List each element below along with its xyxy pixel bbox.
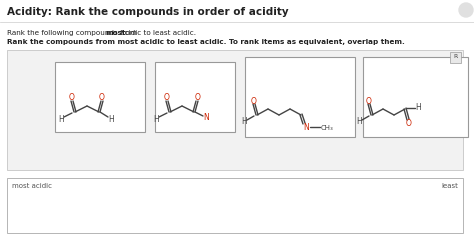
Text: O: O <box>69 94 75 102</box>
FancyBboxPatch shape <box>55 62 145 132</box>
Text: H: H <box>415 103 421 113</box>
FancyBboxPatch shape <box>450 52 462 62</box>
FancyBboxPatch shape <box>7 178 463 233</box>
Text: H: H <box>108 114 114 123</box>
Text: Acidity: Rank the compounds in order of acidity: Acidity: Rank the compounds in order of … <box>7 7 289 17</box>
Text: H: H <box>153 114 159 123</box>
FancyBboxPatch shape <box>363 57 468 137</box>
Text: N: N <box>303 122 309 132</box>
Text: least: least <box>441 183 458 189</box>
Text: H: H <box>241 118 247 127</box>
Text: O: O <box>195 94 201 102</box>
Text: O: O <box>251 96 257 106</box>
Text: most acidic: most acidic <box>12 183 52 189</box>
Text: N: N <box>203 114 209 122</box>
Text: H: H <box>58 114 64 123</box>
Text: H: H <box>356 118 362 127</box>
Text: most: most <box>105 30 126 36</box>
FancyBboxPatch shape <box>155 62 235 132</box>
FancyBboxPatch shape <box>7 50 463 170</box>
FancyBboxPatch shape <box>0 22 474 241</box>
Text: Rank the compounds from most acidic to least acidic. To rank items as equivalent: Rank the compounds from most acidic to l… <box>7 39 405 45</box>
Circle shape <box>459 3 473 17</box>
Text: O: O <box>99 94 105 102</box>
FancyBboxPatch shape <box>0 0 474 22</box>
Text: acidic to least acidic.: acidic to least acidic. <box>118 30 196 36</box>
Text: R: R <box>454 54 458 60</box>
Text: Rank the following compounds from: Rank the following compounds from <box>7 30 139 36</box>
FancyBboxPatch shape <box>245 57 355 137</box>
Text: O: O <box>406 119 412 127</box>
Text: O: O <box>366 96 372 106</box>
Text: CH₃: CH₃ <box>320 125 333 131</box>
Text: O: O <box>164 94 170 102</box>
